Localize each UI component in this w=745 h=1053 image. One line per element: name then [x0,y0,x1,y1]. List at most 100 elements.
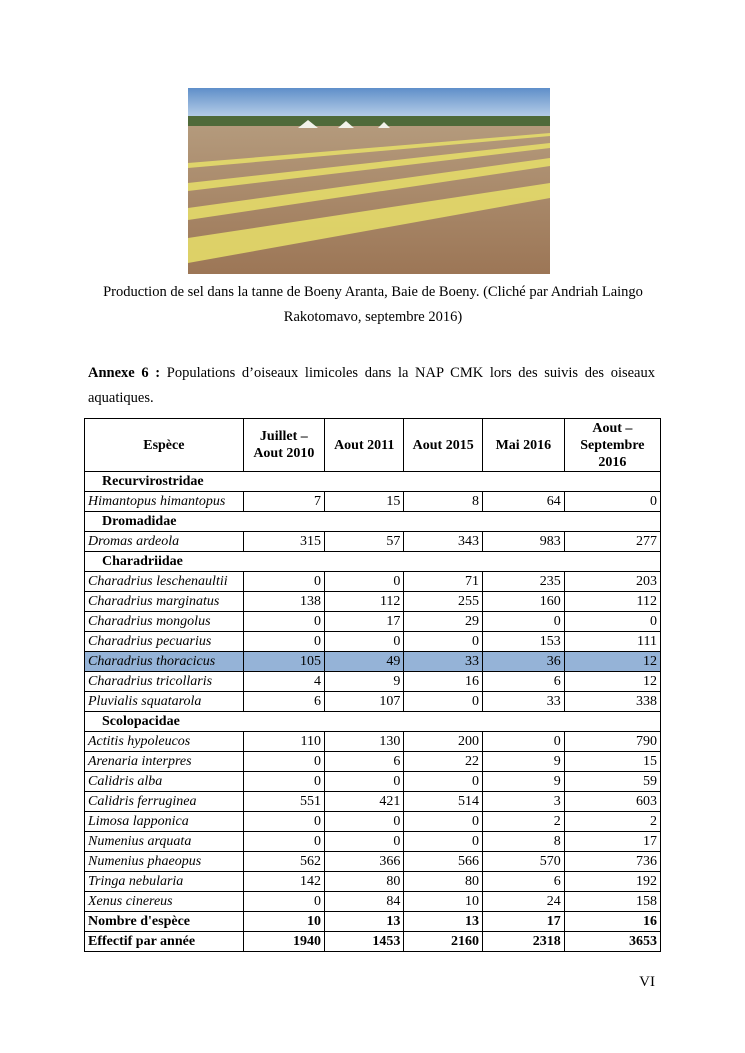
value-cell: 0 [403,831,483,852]
value-cell: 0 [481,731,565,752]
header-cell: Aout 2011 [323,418,405,472]
species-cell: Charadrius marginatus [84,591,244,612]
value-cell: 49 [323,651,405,672]
family-cell: Scolopacidae [84,711,661,732]
value-cell: 107 [323,691,405,712]
caption: Production de sel dans la tanne de Boeny… [103,284,643,325]
table-row: Arenaria interpres 0 6 22 9 15 [84,751,662,772]
value-cell: 9 [481,771,565,792]
value-cell: 10 [403,891,483,912]
value-cell: 562 [242,851,326,872]
value-cell: 15 [563,751,662,772]
value-cell: 2 [481,811,565,832]
table-row: Charadrius pecuarius 0 0 0 153 111 [84,631,662,652]
value-cell: 17 [323,611,405,632]
value-cell: 514 [403,791,483,812]
value-cell: 10 [242,911,326,932]
table-row: Xenus cinereus 0 84 10 24 158 [84,891,662,912]
table-row: Charadriidae [84,551,661,572]
species-cell: Charadrius tricollaris [84,671,244,692]
value-cell: 0 [323,771,405,792]
table-row: Dromadidae [84,511,661,532]
value-cell: 1453 [323,931,405,952]
value-cell: 566 [403,851,483,872]
table-row: Charadrius tricollaris 4 9 16 6 12 [84,671,662,692]
header-cell: Espèce [84,418,244,472]
family-cell: Dromadidae [84,511,661,532]
value-cell: 0 [403,771,483,792]
value-cell: 0 [242,751,326,772]
annex-label: Annexe 6 : [88,365,161,381]
value-cell: 57 [323,531,405,552]
value-cell: 0 [563,491,662,512]
species-cell: Limosa lapponica [84,811,244,832]
value-cell: 0 [403,631,483,652]
value-cell: 235 [481,571,565,592]
table-row: Limosa lapponica 0 0 0 2 2 [84,811,662,832]
value-cell: 315 [242,531,326,552]
table-row: Pluvialis squatarola 6 107 0 33 338 [84,691,662,712]
photo [188,88,550,274]
species-cell: Calidris ferruginea [84,791,244,812]
value-cell: 0 [323,831,405,852]
value-cell: 105 [242,651,326,672]
value-cell: 421 [323,791,405,812]
header-cell: Juillet – Aout 2010 [242,418,326,472]
value-cell: 160 [481,591,565,612]
value-cell: 16 [563,911,662,932]
value-cell: 2160 [403,931,483,952]
value-cell: 59 [563,771,662,792]
value-cell: 0 [242,891,326,912]
value-cell: 790 [563,731,662,752]
value-cell: 12 [563,671,662,692]
table-row: Charadrius marginatus 138 112 255 160 112 [84,591,662,612]
value-cell: 9 [323,671,405,692]
table-row: Calidris alba 0 0 0 9 59 [84,771,662,792]
value-cell: 736 [563,851,662,872]
value-cell: 153 [481,631,565,652]
value-cell: 17 [563,831,662,852]
value-cell: 192 [563,871,662,892]
value-cell: 2318 [481,931,565,952]
species-cell: Charadrius mongolus [84,611,244,632]
species-cell: Numenius phaeopus [84,851,244,872]
table-row: Actitis hypoleucos 110 130 200 0 790 [84,731,662,752]
value-cell: 603 [563,791,662,812]
value-cell: 0 [242,571,326,592]
value-cell: 0 [323,571,405,592]
value-cell: 112 [323,591,405,612]
species-cell: Pluvialis squatarola [84,691,244,712]
value-cell: 84 [323,891,405,912]
value-cell: 15 [323,491,405,512]
value-cell: 112 [563,591,662,612]
table-row: Charadrius mongolus 0 17 29 0 0 [84,611,662,632]
value-cell: 570 [481,851,565,872]
value-cell: 71 [403,571,483,592]
value-cell: 8 [481,831,565,852]
value-cell: 0 [563,611,662,632]
species-cell: Charadrius leschenaultii [84,571,244,592]
value-cell: 80 [403,871,483,892]
value-cell: 0 [242,631,326,652]
value-cell: 4 [242,671,326,692]
table-row: Dromas ardeola 315 57 343 983 277 [84,531,662,552]
header-cell: Aout 2015 [403,418,483,472]
family-cell: Recurvirostridae [84,471,661,492]
species-cell: Actitis hypoleucos [84,731,244,752]
value-cell: 338 [563,691,662,712]
value-cell: 80 [323,871,405,892]
total-label: Effectif par année [84,931,244,952]
value-cell: 343 [403,531,483,552]
family-cell: Charadriidae [84,551,661,572]
value-cell: 130 [323,731,405,752]
value-cell: 0 [403,691,483,712]
table-row: Numenius phaeopus 562 366 566 570 736 [84,851,662,872]
bird-table: Espèce Juillet – Aout 2010 Aout 2011 Aout 2… [84,418,662,952]
value-cell: 0 [403,811,483,832]
value-cell: 1940 [242,931,326,952]
species-cell: Calidris alba [84,771,244,792]
value-cell: 7 [242,491,326,512]
value-cell: 0 [323,631,405,652]
value-cell: 64 [481,491,565,512]
